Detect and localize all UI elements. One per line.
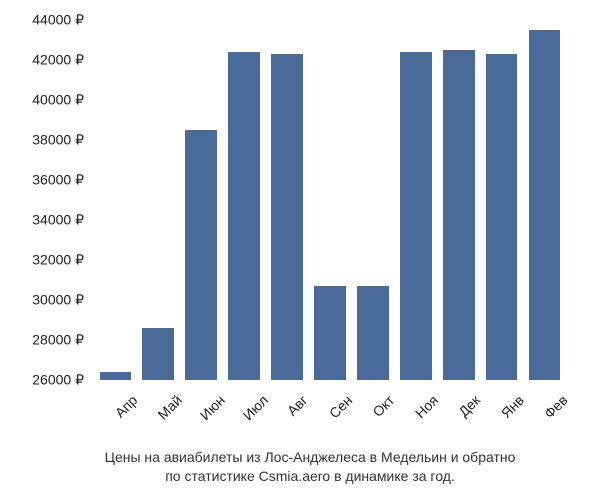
y-tick-label: 40000 ₽ (32, 92, 84, 109)
bar (400, 52, 432, 380)
x-tick-label: Фев (541, 392, 571, 422)
y-tick-label: 26000 ₽ (32, 372, 84, 389)
price-chart: 26000 ₽ 28000 ₽ 30000 ₽ 32000 ₽ 34000 ₽ 36000… (10, 10, 590, 490)
bar (443, 50, 475, 380)
bar-slot (266, 20, 309, 380)
plot-area (90, 20, 570, 380)
bar-slot (394, 20, 437, 380)
x-tick: Сен (309, 382, 352, 442)
x-tick: Май (137, 382, 180, 442)
y-tick-label: 36000 ₽ (32, 172, 84, 189)
bar (228, 52, 260, 380)
y-axis: 26000 ₽28000 ₽30000 ₽32000 ₽34000 ₽36000… (10, 20, 88, 380)
y-tick-label: 32000 ₽ (32, 252, 84, 269)
x-tick: Апр (94, 382, 137, 442)
x-tick: Дек (437, 382, 480, 442)
x-tick: Окт (351, 382, 394, 442)
chart-caption: Цены на авиабилеты из Лос-Анджелеса в Ме… (10, 448, 600, 486)
bar-slot (223, 20, 266, 380)
bar (529, 30, 561, 380)
bar-slot (309, 20, 352, 380)
x-tick: Ноя (394, 382, 437, 442)
bar (357, 286, 389, 380)
y-tick-label: 34000 ₽ (32, 212, 84, 229)
y-tick-label: 28000 ₽ (32, 332, 84, 349)
x-tick: Авг (266, 382, 309, 442)
x-tick: Июл (223, 382, 266, 442)
x-tick: Фев (523, 382, 566, 442)
bar (142, 328, 174, 380)
x-axis: АпрМайИюнИюлАвгСенОктНояДекЯнвФев (90, 382, 570, 442)
x-tick-label: Дек (455, 392, 483, 420)
bar-slot (94, 20, 137, 380)
bar-slot (523, 20, 566, 380)
bar (185, 130, 217, 380)
x-tick-label: Окт (369, 392, 397, 420)
bar-slot (137, 20, 180, 380)
bar (314, 286, 346, 380)
x-tick: Июн (180, 382, 223, 442)
y-tick-label: 42000 ₽ (32, 52, 84, 69)
bars-group (90, 20, 570, 380)
x-tick: Янв (480, 382, 523, 442)
caption-line-1: Цены на авиабилеты из Лос-Анджелеса в Ме… (10, 448, 600, 467)
y-tick-label: 38000 ₽ (32, 132, 84, 149)
bar-slot (180, 20, 223, 380)
bar-slot (480, 20, 523, 380)
bar-slot (437, 20, 480, 380)
bar (486, 54, 518, 380)
caption-line-2: по статистике Csmia.aero в динамике за г… (10, 467, 600, 486)
bar (271, 54, 303, 380)
baseline (90, 379, 570, 380)
x-tick-label: Авг (284, 392, 311, 419)
y-tick-label: 44000 ₽ (32, 12, 84, 29)
bar-slot (351, 20, 394, 380)
y-tick-label: 30000 ₽ (32, 292, 84, 309)
